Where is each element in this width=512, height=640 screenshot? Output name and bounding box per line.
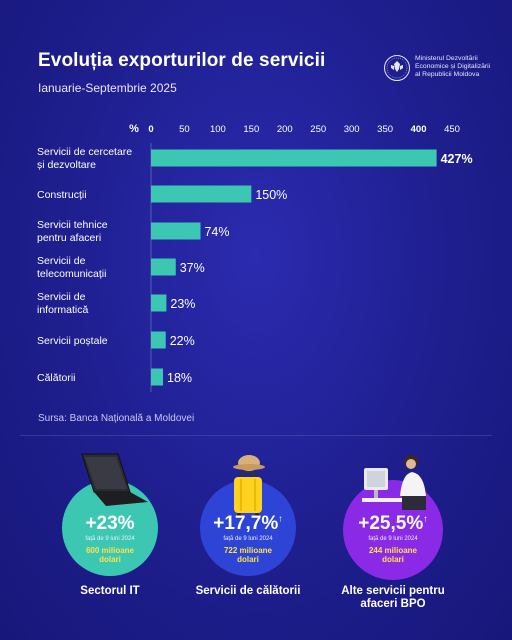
card-pct: +25,5%↑: [358, 513, 428, 534]
x-tick-label: 450: [444, 124, 460, 135]
x-tick-label: 300: [344, 124, 360, 135]
bar: [151, 149, 437, 167]
card-comparison: față de 9 luni 2024: [368, 536, 418, 542]
card-amount: 722 milioane dolari: [223, 546, 273, 564]
category-label: Servicii de: [37, 291, 86, 303]
x-tick-label: 100: [210, 124, 226, 135]
x-tick-label: 250: [310, 124, 326, 135]
x-tick-label: 200: [277, 124, 293, 135]
value-label: 23%: [170, 297, 195, 311]
suitcase-icon: [233, 455, 265, 517]
card-label: Servicii de călătorii: [195, 585, 301, 597]
card-amount: 244 milioane dolari: [368, 546, 418, 564]
x-tick-label: 400: [411, 124, 427, 135]
card-it: +23% față de 9 luni 2024 600 milioane do…: [62, 480, 158, 576]
card-pct: +23%: [85, 513, 135, 534]
bar: [151, 294, 167, 312]
page-subtitle: Ianuarie-Septembrie 2025: [38, 81, 177, 95]
category-label: Servicii tehnice: [37, 219, 108, 231]
category-label: Călătorii: [37, 372, 76, 384]
ministry-name: Ministerul Dezvoltării Economice și Digi…: [415, 55, 491, 78]
card-label: Sectorul IT: [80, 585, 140, 597]
chart-source: Sursa: Banca Națională a Moldovei: [38, 413, 195, 424]
category-label: Servicii de cercetare: [37, 146, 132, 158]
category-label: pentru afaceri: [37, 232, 101, 244]
bar: [151, 222, 201, 240]
category-label: și dezvoltare: [37, 159, 96, 171]
coat-of-arms-icon: [384, 55, 410, 81]
office-worker-icon: [362, 455, 426, 510]
axis-unit-label: %: [129, 123, 139, 135]
value-label: 74%: [204, 225, 229, 239]
bar: [151, 258, 176, 276]
value-label: 18%: [167, 371, 192, 385]
card-amount: 600 milioane dolari: [85, 546, 135, 564]
bar: [151, 368, 164, 386]
category-label: Construcții: [37, 189, 87, 201]
category-label: Servicii de: [37, 255, 86, 267]
divider: [20, 435, 492, 436]
value-label: 37%: [180, 261, 205, 275]
card-comparison: față de 9 luni 2024: [85, 536, 135, 542]
page-title: Evoluția exporturilor de servicii: [38, 50, 326, 71]
x-tick-label: 350: [377, 124, 393, 135]
card-bpo: +25,5%↑ față de 9 luni 2024 244 milioane…: [343, 480, 443, 580]
bar: [151, 185, 252, 203]
bpo-circle: [343, 480, 443, 580]
bar-chart: % 0 50 100 150 200 250 300 350 400 450 Servicii de …: [37, 123, 473, 386]
bar: [151, 331, 166, 349]
value-label: 22%: [170, 334, 195, 348]
card-travel: +17,7%↑ față de 9 luni 2024 722 milioane…: [200, 480, 296, 576]
card-comparison: față de 9 luni 2024: [223, 536, 273, 542]
x-tick-label: 50: [179, 124, 190, 135]
value-label: 150%: [255, 188, 287, 202]
card-label: Alte servicii pentru afaceri BPO: [341, 585, 445, 610]
x-tick-label: 150: [243, 124, 259, 135]
category-label: informatică: [37, 304, 89, 316]
card-pct: +17,7%↑: [213, 513, 283, 534]
laptop-icon-front: [81, 453, 148, 506]
category-label: telecomunicații: [37, 268, 106, 280]
category-label: Servicii poștale: [37, 335, 108, 347]
value-label: 427%: [441, 152, 473, 166]
x-tick-label: 0: [148, 124, 153, 135]
